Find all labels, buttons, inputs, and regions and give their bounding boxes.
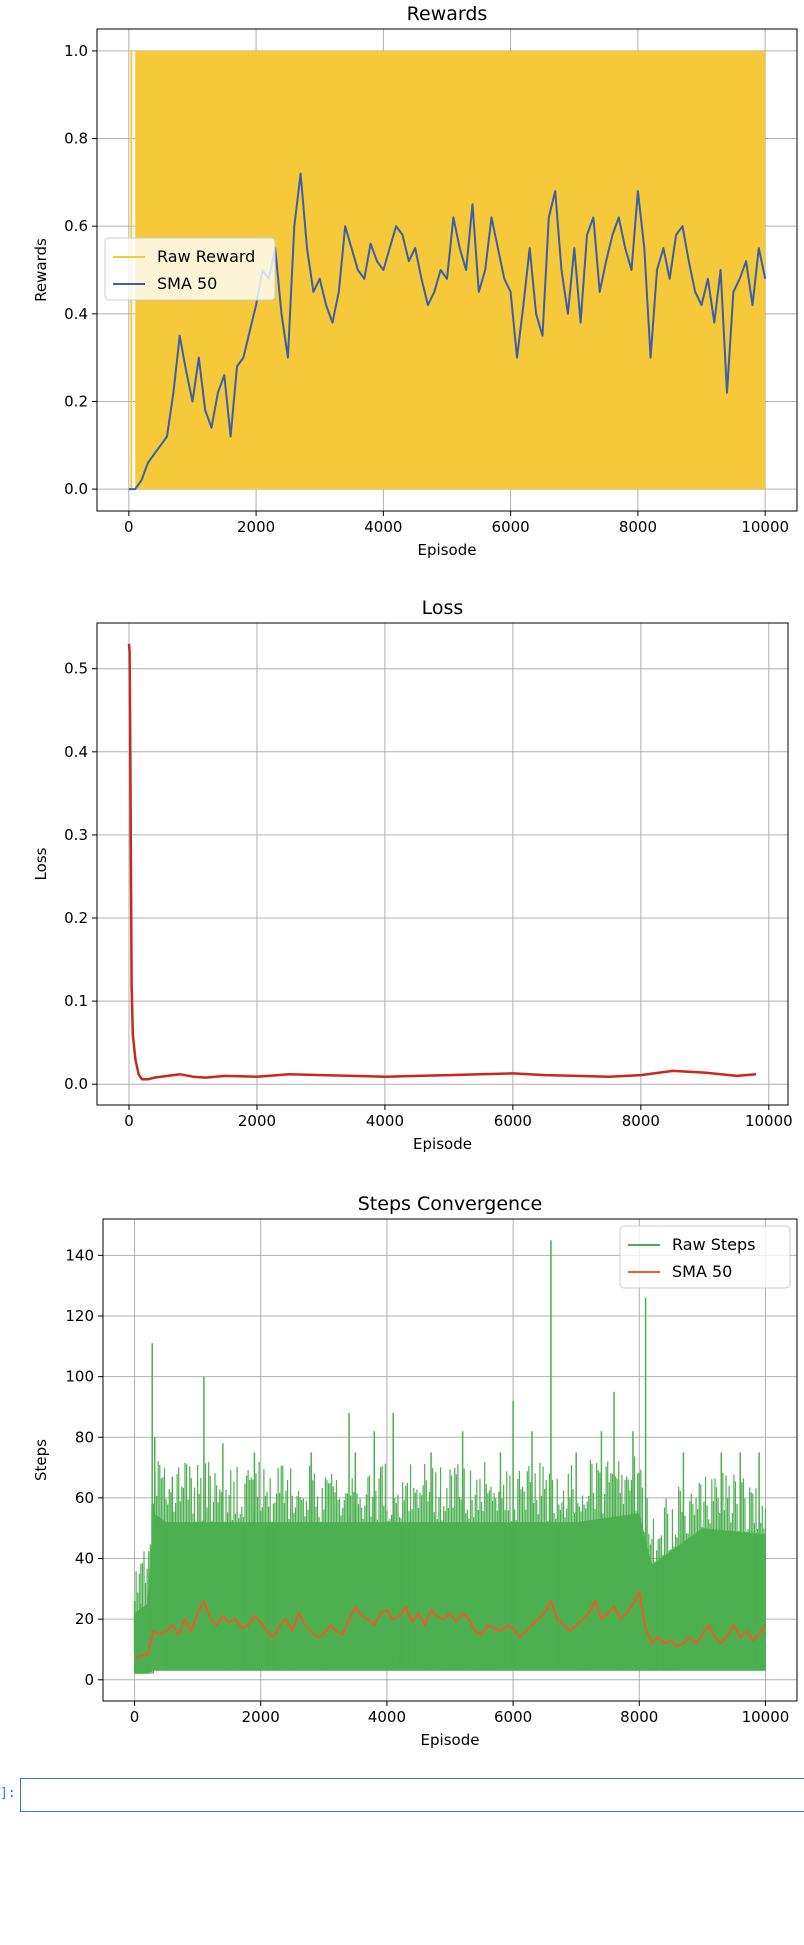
x-tick-label: 8000 bbox=[620, 1708, 658, 1726]
x-tick-label: 6000 bbox=[494, 1708, 532, 1726]
y-axis-label: Loss bbox=[32, 847, 50, 880]
y-tick-label: 140 bbox=[65, 1246, 94, 1264]
chart-title: Loss bbox=[422, 597, 464, 619]
notebook-cell-input[interactable] bbox=[20, 1778, 804, 1812]
x-tick-label: 2000 bbox=[238, 1112, 276, 1130]
y-tick-label: 0.4 bbox=[64, 305, 88, 323]
y-tick-label: 1.0 bbox=[64, 42, 88, 60]
x-tick-label: 4000 bbox=[364, 518, 402, 536]
x-tick-label: 0 bbox=[130, 1708, 140, 1726]
x-tick-label: 2000 bbox=[242, 1708, 280, 1726]
y-axis-label: Steps bbox=[32, 1439, 50, 1481]
y-tick-label: 0.0 bbox=[64, 1075, 88, 1093]
legend-box bbox=[104, 237, 276, 301]
chart-title: Rewards bbox=[407, 3, 488, 25]
chart-1: 0 2000 4000 6000 8000 10000 0.0 0.1 0.2 0.3 0.4 0.5… bbox=[32, 597, 793, 1153]
x-tick-label: 2000 bbox=[237, 518, 275, 536]
y-tick-label: 0.2 bbox=[64, 909, 88, 927]
legend: Raw Reward SMA 50 bbox=[104, 237, 276, 301]
x-tick-label: 8000 bbox=[619, 518, 657, 536]
x-axis-label: Episode bbox=[413, 1135, 472, 1153]
chart-2: 0 2000 4000 6000 8000 10000 0 20 40 60 80 100 120 140… bbox=[32, 1193, 798, 1749]
y-tick-label: 0.2 bbox=[64, 392, 88, 410]
series-line-sma-50 bbox=[128, 172, 767, 491]
x-axis-label: Episode bbox=[418, 541, 477, 559]
x-tick-label: 0 bbox=[124, 1112, 134, 1130]
y-axis-label: Rewards bbox=[32, 238, 50, 302]
x-axis-label: Episode bbox=[421, 1731, 480, 1749]
y-tick-label: 60 bbox=[75, 1489, 94, 1507]
y-tick-label: 0.6 bbox=[64, 217, 88, 235]
plot-frame bbox=[96, 28, 798, 512]
y-tick-label: 0.3 bbox=[64, 826, 88, 844]
y-tick-label: 0.0 bbox=[64, 480, 88, 498]
y-tick-label: 0.5 bbox=[64, 660, 88, 678]
x-tick-label: 10000 bbox=[745, 1112, 793, 1130]
legend-label: Raw Reward bbox=[157, 247, 255, 266]
series-line-loss bbox=[127, 643, 757, 1081]
y-tick-label: 100 bbox=[65, 1368, 94, 1386]
x-tick-label: 6000 bbox=[492, 518, 530, 536]
legend-label: SMA 50 bbox=[672, 1262, 732, 1281]
x-tick-label: 10000 bbox=[741, 518, 789, 536]
x-tick-label: 8000 bbox=[622, 1112, 660, 1130]
x-tick-label: 0 bbox=[124, 518, 134, 536]
plot-frame bbox=[96, 622, 789, 1106]
y-tick-label: 80 bbox=[75, 1428, 94, 1446]
x-tick-label: 4000 bbox=[366, 1112, 404, 1130]
plot-frame bbox=[102, 1218, 798, 1702]
series-line-sma-50 bbox=[134, 1590, 767, 1660]
y-tick-label: 40 bbox=[75, 1550, 94, 1568]
legend-label: SMA 50 bbox=[157, 274, 217, 293]
legend-label: Raw Steps bbox=[672, 1235, 756, 1254]
y-tick-label: 0.4 bbox=[64, 743, 88, 761]
cell-prompt: ]: bbox=[0, 1786, 16, 1801]
x-tick-label: 10000 bbox=[742, 1708, 790, 1726]
legend: Raw Steps SMA 50 bbox=[619, 1225, 791, 1289]
y-tick-label: 0.8 bbox=[64, 130, 88, 148]
y-tick-label: 120 bbox=[65, 1307, 94, 1325]
chart-title: Steps Convergence bbox=[358, 1193, 542, 1215]
y-tick-label: 0.1 bbox=[64, 992, 88, 1010]
x-tick-label: 4000 bbox=[368, 1708, 406, 1726]
x-tick-label: 6000 bbox=[494, 1112, 532, 1130]
legend-box bbox=[619, 1225, 791, 1289]
chart-0: 0 2000 4000 6000 8000 10000 0.0 0.2 0.4 0.6 0.8 1.0… bbox=[32, 3, 798, 559]
y-tick-label: 0 bbox=[84, 1671, 94, 1689]
y-tick-label: 20 bbox=[75, 1610, 94, 1628]
